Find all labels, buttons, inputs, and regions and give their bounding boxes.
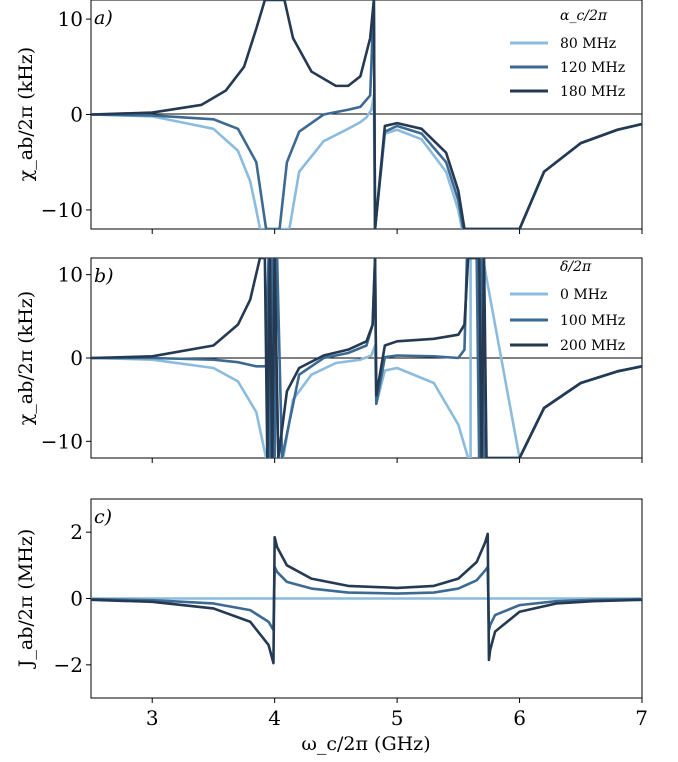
panel-c-ytick-label: 2 — [70, 520, 83, 544]
legend-a-label-1: 120 MHz — [560, 60, 625, 76]
panel-b-legend-title: δ/2π — [560, 259, 592, 275]
panel-a-ytick-label: 10 — [58, 7, 83, 31]
panel-c: −2 0 2 3 4 5 6 7 c) J_ab/2π (MHz) ω_c/2π (GHz) — [15, 498, 648, 755]
panel-a-series-line-1 — [91, 0, 642, 229]
panel-a-yticks: −10 0 10 — [41, 7, 91, 222]
panel-b-legend: δ/2π 0 MHz 100 MHz 200 MHz — [510, 259, 625, 354]
panel-c-label: c) — [94, 506, 112, 528]
panel-c-series-line-2 — [91, 532, 642, 665]
panel-c-xtick-label: 5 — [391, 706, 404, 730]
panel-a-label: a) — [94, 7, 113, 29]
panel-b-series-line-2 — [91, 258, 642, 458]
panel-b-xticks — [151, 458, 643, 463]
panel-a-series-line-2 — [91, 0, 642, 229]
panel-b-label: b) — [94, 265, 114, 287]
panel-c-series — [91, 532, 642, 665]
panel-c-ytick-label: −2 — [54, 653, 83, 677]
panel-c-xtick-label: 6 — [513, 706, 526, 730]
panel-b-ytick-label: −10 — [41, 429, 83, 453]
legend-b-label-0: 0 MHz — [560, 287, 607, 303]
panel-b-series — [91, 258, 642, 458]
panel-a-legend: α_c/2π 80 MHz 120 MHz 180 MHz — [510, 8, 625, 100]
panel-c-xticks: 3 4 5 6 7 — [146, 698, 648, 730]
panel-a-series — [91, 0, 642, 229]
panel-a-xticks — [151, 229, 643, 234]
panel-a-ylabel: χ_ab/2π (kHz) — [15, 47, 37, 181]
panel-c-xtick-label: 3 — [146, 706, 159, 730]
panel-b-ytick-label: 10 — [58, 263, 83, 287]
legend-b-label-2: 200 MHz — [560, 338, 625, 354]
panel-c-ytick-label: 0 — [70, 587, 83, 611]
panel-b-yticks: −10 0 10 — [41, 263, 91, 453]
panel-a-legend-title: α_c/2π — [560, 8, 608, 24]
panel-c-xtick-label: 4 — [268, 706, 281, 730]
panel-b-ytick-label: 0 — [70, 346, 83, 370]
panel-a: −10 0 10 a) χ_ab/2π (kHz) α_c/2π 80 MHz 12… — [15, 0, 643, 234]
panel-a-series-line-0 — [91, 94, 642, 229]
panel-c-xlabel: ω_c/2π (GHz) — [301, 733, 430, 755]
panel-a-ytick-label: −10 — [41, 198, 83, 222]
legend-b-label-1: 100 MHz — [560, 313, 625, 329]
panel-b-ylabel: χ_ab/2π (kHz) — [15, 291, 37, 425]
panel-c-yticks: −2 0 2 — [54, 520, 91, 677]
panel-c-xtick-label: 7 — [635, 706, 648, 730]
panel-b: −10 0 10 b) χ_ab/2π (kHz) δ/2π 0 MHz 100 M… — [15, 257, 643, 463]
panel-c-ylabel: J_ab/2π (MHz) — [15, 529, 37, 669]
panel-c-series-line-1 — [91, 565, 642, 632]
legend-a-label-2: 180 MHz — [560, 84, 625, 100]
panel-a-ytick-label: 0 — [70, 103, 83, 127]
legend-a-label-0: 80 MHz — [560, 36, 616, 52]
